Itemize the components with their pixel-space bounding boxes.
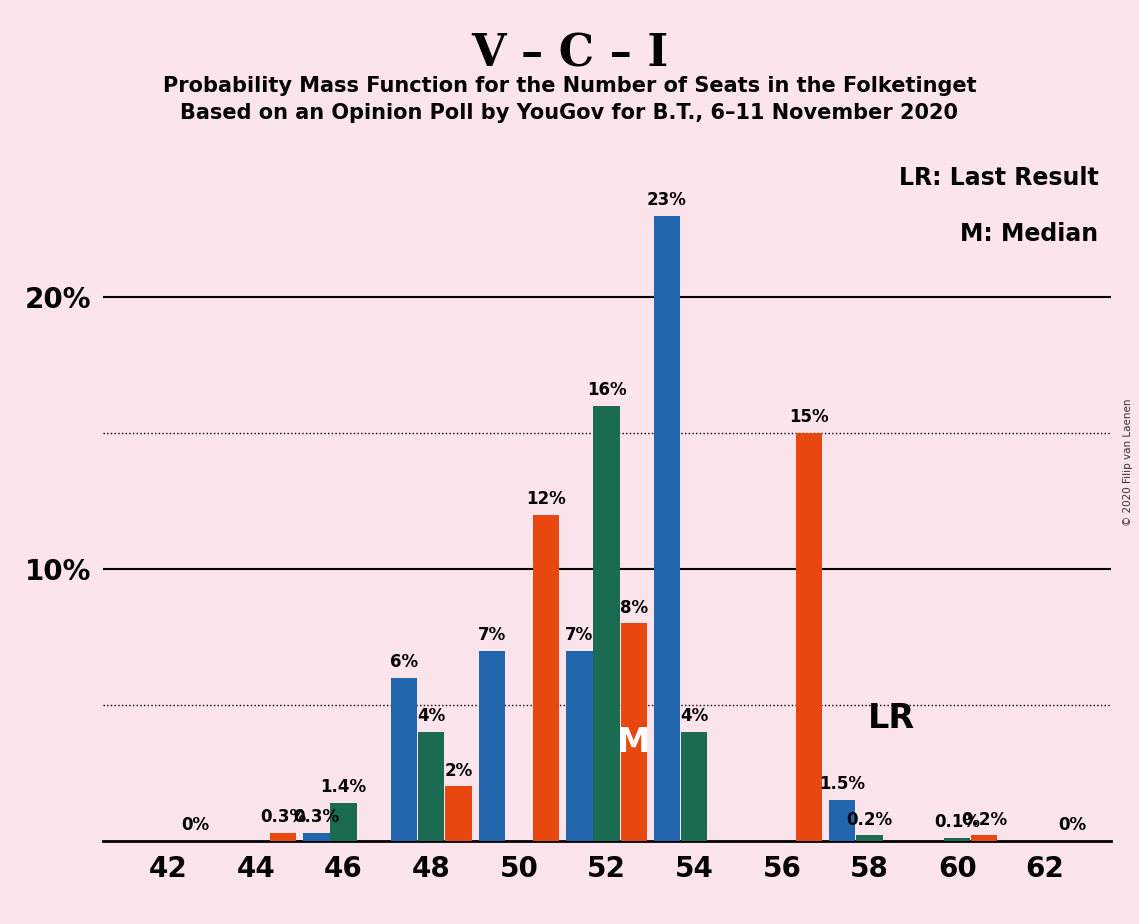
Text: 1.5%: 1.5%: [819, 775, 866, 794]
Text: 0.2%: 0.2%: [961, 810, 1007, 829]
Text: LR: Last Result: LR: Last Result: [899, 165, 1098, 189]
Bar: [303, 833, 329, 841]
Text: 0.1%: 0.1%: [934, 813, 981, 832]
Text: 0.2%: 0.2%: [846, 810, 893, 829]
Bar: [418, 732, 444, 841]
Bar: [533, 515, 559, 841]
Text: Based on an Opinion Poll by YouGov for B.T., 6–11 November 2020: Based on an Opinion Poll by YouGov for B…: [180, 103, 959, 124]
Text: © 2020 Filip van Laenen: © 2020 Filip van Laenen: [1123, 398, 1133, 526]
Bar: [478, 650, 505, 841]
Bar: [330, 803, 357, 841]
Text: Probability Mass Function for the Number of Seats in the Folketinget: Probability Mass Function for the Number…: [163, 76, 976, 96]
Text: M: M: [617, 726, 650, 760]
Bar: [681, 732, 707, 841]
Bar: [391, 677, 417, 841]
Text: 8%: 8%: [620, 599, 648, 616]
Text: 6%: 6%: [390, 653, 418, 671]
Text: 0%: 0%: [181, 816, 210, 834]
Bar: [829, 800, 855, 841]
Text: 0.3%: 0.3%: [294, 808, 339, 826]
Text: 16%: 16%: [587, 381, 626, 399]
Bar: [445, 786, 472, 841]
Bar: [654, 215, 680, 841]
Text: LR: LR: [868, 702, 915, 735]
Bar: [972, 835, 998, 841]
Text: 7%: 7%: [565, 626, 593, 644]
Text: 4%: 4%: [680, 707, 708, 725]
Bar: [621, 624, 647, 841]
Text: 23%: 23%: [647, 190, 687, 209]
Text: 0%: 0%: [1058, 816, 1085, 834]
Text: 1.4%: 1.4%: [320, 778, 367, 796]
Bar: [566, 650, 592, 841]
Bar: [857, 835, 883, 841]
Text: 7%: 7%: [477, 626, 506, 644]
Bar: [593, 406, 620, 841]
Bar: [796, 433, 822, 841]
Text: 2%: 2%: [444, 761, 473, 780]
Text: 4%: 4%: [417, 707, 445, 725]
Text: 0.3%: 0.3%: [260, 808, 306, 826]
Text: M: Median: M: Median: [960, 223, 1098, 247]
Bar: [270, 833, 296, 841]
Bar: [944, 838, 970, 841]
Text: V – C – I: V – C – I: [470, 32, 669, 76]
Text: 15%: 15%: [789, 408, 829, 426]
Text: 12%: 12%: [526, 490, 566, 508]
